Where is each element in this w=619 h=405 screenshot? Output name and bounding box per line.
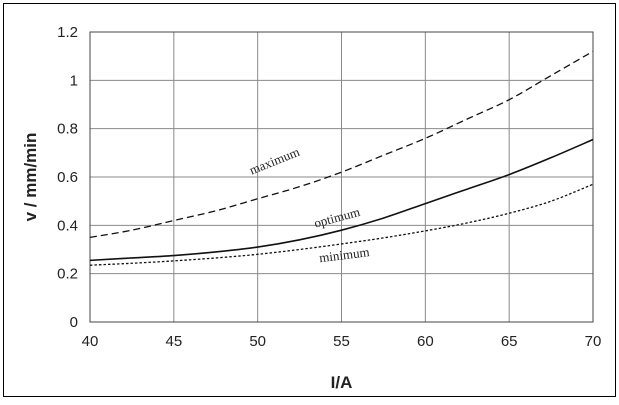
annotation-minimum: minimum: [318, 244, 370, 265]
outer-border: [3, 3, 616, 397]
x-tick-label: 45: [165, 333, 182, 350]
plot-area-border: [89, 31, 594, 323]
y-tick-label: 0.4: [57, 217, 78, 234]
x-tick-label: 50: [249, 333, 266, 350]
y-tick-label: 0: [70, 314, 78, 331]
y-axis-title: v / mm/min: [21, 133, 40, 222]
y-tick-label: 0.8: [57, 121, 78, 138]
x-axis-title: I/A: [331, 373, 353, 392]
y-tick-label: 0.6: [57, 169, 78, 186]
tick-labels: 40 45 50 55 60 65 70 0 0.2 0.4 0.6 0.8 1 1.2: [57, 24, 601, 350]
series-line-minimum: [89, 183, 594, 266]
x-tick-label: 70: [585, 333, 602, 350]
y-tick-label: 1: [70, 72, 78, 89]
series-line-optimum: [89, 138, 594, 262]
x-tick-label: 65: [501, 333, 518, 350]
y-tick-label: 0.2: [57, 266, 78, 283]
x-tick-label: 40: [82, 333, 99, 350]
x-tick-label: 60: [417, 333, 434, 350]
series-group: [89, 50, 594, 266]
y-tick-label: 1.2: [57, 24, 78, 41]
x-tick-label: 55: [333, 333, 350, 350]
series-line-maximum: [89, 50, 594, 239]
